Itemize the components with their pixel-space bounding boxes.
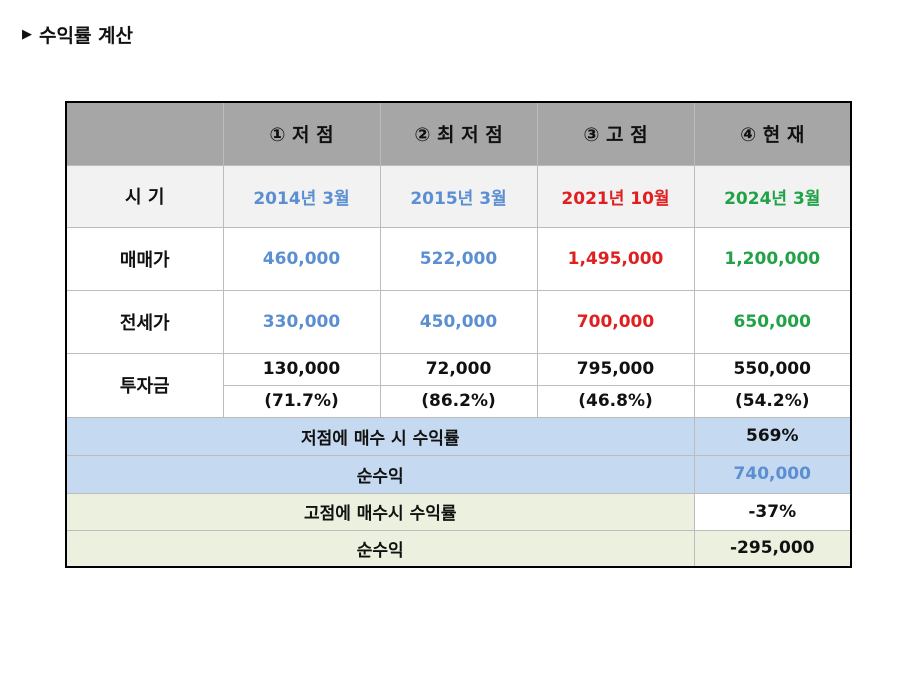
sale-price-row: 매매가 460,000 522,000 1,495,000 1,200,000 (65, 226, 852, 291)
high-buy-profit-row: 순수익 -295,000 (65, 529, 852, 568)
return-calculation-table: ① 저 점 ② 최 저 점 ③ 고 점 ④ 현 재 시 기 2014년 3월 2… (65, 101, 852, 568)
period-row: 시 기 2014년 3월 2015년 3월 2021년 10월 2024년 3월 (65, 164, 852, 228)
high-buy-profit-label: 순수익 (65, 529, 695, 568)
jeonse-price-row: 전세가 330,000 450,000 700,000 650,000 (65, 289, 852, 354)
investment-ratio-low: (71.7%) (222, 384, 381, 418)
jeonse-price-low: 330,000 (222, 289, 381, 354)
section-title: 수익률 계산 (39, 25, 134, 47)
low-buy-profit-value: 740,000 (693, 454, 852, 494)
sale-price-lowest: 522,000 (379, 226, 538, 291)
high-buy-profit-value: -295,000 (693, 529, 852, 568)
high-buy-return-row: 고점에 매수시 수익률 -37% (65, 492, 852, 531)
header-high: ③ 고 점 (536, 101, 695, 166)
period-lowest: 2015년 3월 (379, 164, 538, 228)
header-lowest: ② 최 저 점 (379, 101, 538, 166)
investment-amount-row: 투자금 130,000 72,000 795,000 550,000 (65, 352, 852, 418)
period-current: 2024년 3월 (693, 164, 852, 228)
triangle-right-icon: ▶ (22, 27, 32, 42)
investment-ratio-lowest: (86.2%) (379, 384, 538, 418)
sale-price-current: 1,200,000 (693, 226, 852, 291)
low-buy-profit-label: 순수익 (65, 454, 695, 494)
investment-ratio-row: (71.7%) (86.2%) (46.8%) (54.2%) (66, 384, 852, 418)
jeonse-price-lowest: 450,000 (379, 289, 538, 354)
jeonse-price-current: 650,000 (693, 289, 852, 354)
investment-label: 투자금 (65, 352, 224, 418)
header-low: ① 저 점 (222, 101, 381, 166)
investment-amount-low: 130,000 (222, 352, 381, 386)
investment-ratio-high: (46.8%) (536, 384, 695, 418)
investment-ratio-current: (54.2%) (693, 384, 852, 418)
jeonse-price-high: 700,000 (536, 289, 695, 354)
section-heading: ▶ 수익률 계산 (22, 21, 133, 48)
investment-amount-lowest: 72,000 (379, 352, 538, 386)
investment-amount-current: 550,000 (693, 352, 852, 386)
period-high: 2021년 10월 (536, 164, 695, 228)
low-buy-return-label: 저점에 매수 시 수익률 (65, 416, 695, 456)
sale-price-high: 1,495,000 (536, 226, 695, 291)
high-buy-return-value: -37% (693, 492, 852, 531)
period-label: 시 기 (65, 164, 224, 228)
header-corner (65, 101, 224, 166)
low-buy-return-row: 저점에 매수 시 수익률 569% (65, 416, 852, 456)
investment-amount-high: 795,000 (536, 352, 695, 386)
sale-price-low: 460,000 (222, 226, 381, 291)
header-current: ④ 현 재 (693, 101, 852, 166)
low-buy-profit-row: 순수익 740,000 (65, 454, 852, 494)
period-low: 2014년 3월 (222, 164, 381, 228)
header-row: ① 저 점 ② 최 저 점 ③ 고 점 ④ 현 재 (65, 101, 852, 166)
jeonse-price-label: 전세가 (65, 289, 224, 354)
low-buy-return-value: 569% (693, 416, 852, 456)
sale-price-label: 매매가 (65, 226, 224, 291)
high-buy-return-label: 고점에 매수시 수익률 (65, 492, 695, 531)
